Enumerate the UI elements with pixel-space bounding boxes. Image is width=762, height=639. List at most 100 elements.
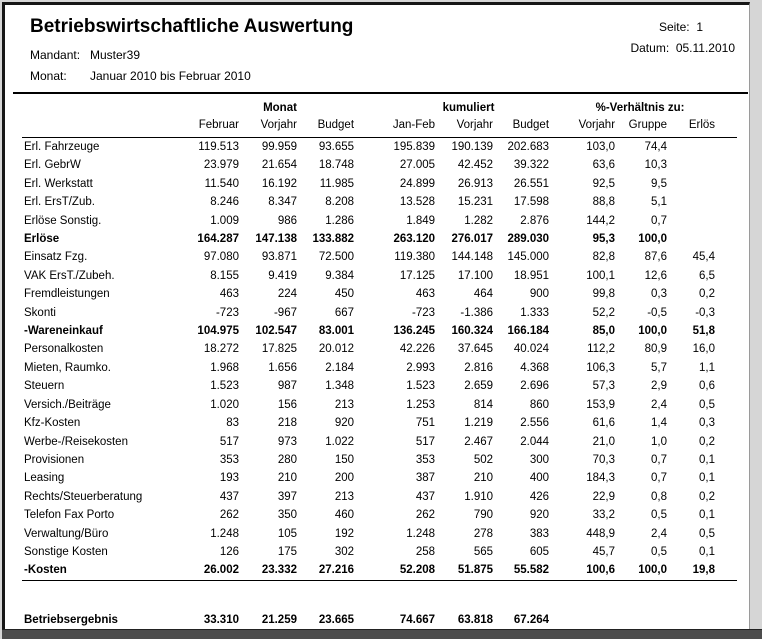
row-value: 160.324 — [451, 325, 494, 338]
page-number-line: Seite: 1 — [630, 17, 735, 38]
row-value: -0,3 — [695, 306, 716, 319]
row-value: 17.125 — [399, 269, 436, 282]
row-value: 0,7 — [651, 472, 668, 485]
page-title: Betriebswirtschaftliche Auswertung — [30, 16, 354, 37]
row-value: 144,2 — [586, 214, 616, 227]
row-value: 95,3 — [592, 233, 616, 246]
row-value: 0,2 — [699, 435, 716, 448]
column-header: Erlös — [667, 117, 716, 138]
row-value: 9,5 — [651, 177, 668, 190]
client-label: Mandant: — [30, 48, 81, 62]
row-value: 100,0 — [638, 233, 668, 246]
row-value: 23.665 — [297, 580, 355, 631]
row-value: 1.286 — [325, 214, 355, 227]
table-row: Skonti -723 -967 667 -723 -1.386 1.333 52,2 -0,5… — [22, 304, 737, 322]
row-value: 16.192 — [261, 177, 297, 190]
row-value: 72.500 — [318, 251, 355, 264]
row-value: 63.818 — [435, 580, 494, 631]
row-value — [667, 212, 715, 230]
row-label: Erl. Fahrzeuge — [24, 141, 100, 153]
row-value: 156 — [277, 398, 297, 411]
row-value: 175 — [277, 545, 297, 558]
page-number-value: 1 — [696, 20, 703, 34]
row-value: 144.148 — [451, 251, 494, 264]
row-value: 353 — [219, 453, 239, 466]
row-value: 12,6 — [644, 269, 668, 282]
row-label: Erl. GebrW — [24, 159, 81, 172]
row-value: 195.839 — [393, 141, 436, 153]
row-value: 262 — [415, 509, 436, 522]
row-value: 61,6 — [592, 417, 616, 430]
row-value: 262 — [219, 509, 239, 522]
table-row: Einsatz Fzg. 97.080 93.871 72.500 119.380 144… — [22, 248, 737, 266]
row-value: 106,3 — [586, 361, 616, 374]
row-value: 83 — [226, 417, 239, 430]
row-label: Leasing — [24, 472, 65, 485]
column-header: Budget — [493, 117, 550, 138]
row-label: Personalkosten — [24, 343, 104, 356]
row-value: 1.910 — [464, 490, 494, 503]
row-endspacer — [715, 304, 737, 322]
row-value: 350 — [277, 509, 297, 522]
table-row: Betriebsergebnis 33.310 21.259 23.665 74.667… — [22, 580, 738, 631]
report-page: Betriebswirtschaftliche Auswertung Seite… — [2, 2, 750, 631]
row-value: 0,6 — [699, 380, 716, 393]
row-endspacer — [715, 433, 737, 451]
row-value: 0,5 — [699, 527, 716, 540]
row-value — [615, 580, 668, 631]
row-value: 200 — [334, 472, 355, 485]
row-value: 17.825 — [261, 343, 297, 356]
row-value: 27.005 — [399, 159, 436, 172]
row-value: 605 — [529, 545, 550, 558]
table-row: Rechts/Steuerberatung 437 397 213 437 1.910 42… — [22, 488, 737, 506]
table-row: Steuern 1.523 987 1.348 1.523 2.659 2.696 57,3 2… — [22, 377, 737, 395]
row-value: 17.100 — [457, 269, 494, 282]
row-label: Verwaltung/Büro — [24, 527, 109, 540]
table-row: Erl. ErsT/Zub. 8.246 8.347 8.208 13.528 15.23… — [22, 193, 737, 211]
table-row: Erlöse 164.287 147.138 133.882 263.120 276.01… — [22, 230, 737, 248]
row-value: 2.696 — [520, 380, 550, 393]
row-endspacer — [715, 285, 737, 303]
row-value: 99.959 — [261, 141, 297, 153]
row-value: 39.322 — [513, 159, 550, 172]
row-value: 224 — [277, 288, 297, 301]
row-value — [667, 138, 715, 157]
row-value: 2.659 — [464, 380, 494, 393]
table-row: Erlöse Sonstig. 1.009 986 1.286 1.849 1.282 2.… — [22, 212, 737, 230]
row-value: 2.993 — [406, 361, 436, 374]
row-value: 383 — [529, 527, 550, 540]
row-value: -0,5 — [647, 306, 668, 319]
row-label: Skonti — [24, 306, 56, 319]
row-value: 100,0 — [638, 325, 668, 338]
row-value: 987 — [277, 380, 297, 393]
row-value: 87,6 — [644, 251, 668, 264]
row-value: 21.259 — [239, 580, 297, 631]
row-value: 23.332 — [239, 561, 297, 581]
row-value: 2,9 — [651, 380, 668, 393]
table-row: -Wareneinkauf 104.975 102.547 83.001 136.245… — [22, 322, 737, 340]
row-value: 23.979 — [203, 159, 239, 172]
group-header-monat: Monat — [263, 102, 297, 114]
column-header: Budget — [297, 117, 355, 138]
row-value: 0,3 — [651, 288, 668, 301]
row-value: 37.645 — [457, 343, 494, 356]
row-value: 8.155 — [210, 269, 239, 282]
date-label: Datum: — [630, 41, 670, 55]
row-value: 83.001 — [318, 325, 355, 338]
row-value: -967 — [273, 306, 297, 319]
row-label: Erl. ErsT/Zub. — [24, 196, 95, 209]
row-value: 85,0 — [592, 325, 616, 338]
row-value: 2.556 — [520, 417, 550, 430]
row-value: 1.248 — [210, 527, 239, 540]
row-value: 51,8 — [692, 325, 716, 338]
row-endspacer — [715, 138, 737, 157]
column-header: Vorjahr — [435, 117, 494, 138]
row-value: 0,1 — [699, 453, 716, 466]
row-value: 100,0 — [615, 561, 668, 581]
row-value: 4.368 — [520, 361, 550, 374]
row-value: 517 — [219, 435, 239, 448]
row-value: 27.216 — [297, 561, 355, 581]
row-value: 33,2 — [592, 509, 616, 522]
row-value: 751 — [415, 417, 436, 430]
row-endspacer — [715, 561, 738, 581]
